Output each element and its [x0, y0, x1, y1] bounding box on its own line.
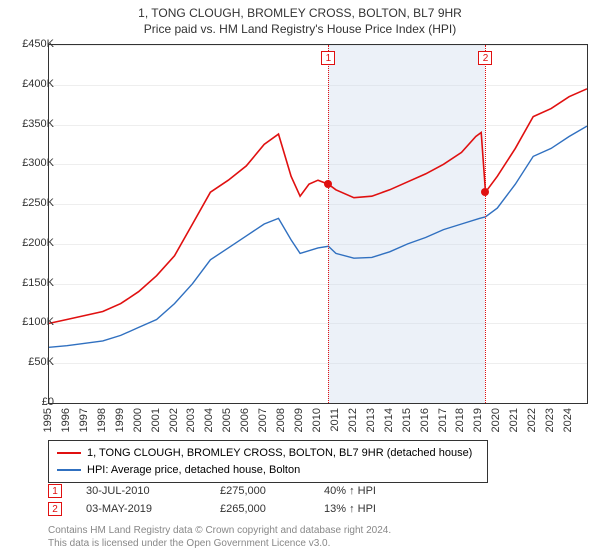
x-axis-label: 1998 — [96, 408, 108, 432]
sale-delta: 13% ↑ HPI — [324, 503, 414, 515]
x-axis-label: 2011 — [329, 408, 341, 432]
sale-dot — [481, 188, 489, 196]
x-axis-label: 2002 — [168, 408, 180, 432]
legend-label: HPI: Average price, detached house, Bolt… — [87, 462, 300, 479]
x-axis-label: 2014 — [383, 408, 395, 432]
attribution-line: This data is licensed under the Open Gov… — [48, 537, 391, 550]
chart-title: 1, TONG CLOUGH, BROMLEY CROSS, BOLTON, B… — [0, 0, 600, 22]
legend-swatch — [57, 469, 81, 471]
x-axis-label: 2001 — [150, 408, 162, 432]
x-axis-label: 1996 — [60, 408, 72, 432]
x-axis-label: 2022 — [526, 408, 538, 432]
chart-lines — [49, 45, 587, 403]
x-axis-label: 2008 — [275, 408, 287, 432]
sale-row: 2 03-MAY-2019 £265,000 13% ↑ HPI — [48, 500, 414, 518]
y-axis-label: £250K — [6, 197, 54, 209]
x-axis-label: 2006 — [239, 408, 251, 432]
x-axis-label: 2007 — [257, 408, 269, 432]
legend-row: HPI: Average price, detached house, Bolt… — [57, 462, 479, 479]
chart-plot-area: 12 — [48, 44, 588, 404]
series-line — [49, 126, 587, 347]
legend-row: 1, TONG CLOUGH, BROMLEY CROSS, BOLTON, B… — [57, 445, 479, 462]
sale-price: £265,000 — [220, 503, 300, 515]
sale-marker-box: 2 — [478, 51, 492, 65]
chart-subtitle: Price paid vs. HM Land Registry's House … — [0, 22, 600, 38]
x-axis-label: 2012 — [347, 408, 359, 432]
sale-price: £275,000 — [220, 485, 300, 497]
x-axis-label: 2015 — [401, 408, 413, 432]
x-axis-label: 1995 — [42, 408, 54, 432]
x-axis-label: 2004 — [203, 408, 215, 432]
sale-marker-box: 1 — [321, 51, 335, 65]
y-axis-label: £200K — [6, 237, 54, 249]
sale-vline — [328, 45, 329, 403]
y-axis-label: £0 — [6, 396, 54, 408]
y-axis-label: £150K — [6, 277, 54, 289]
x-axis-label: 2016 — [419, 408, 431, 432]
chart-container: 1, TONG CLOUGH, BROMLEY CROSS, BOLTON, B… — [0, 0, 600, 560]
series-line — [49, 89, 587, 324]
y-axis-label: £300K — [6, 157, 54, 169]
legend-swatch — [57, 452, 81, 454]
x-axis-label: 2024 — [562, 408, 574, 432]
sale-row: 1 30-JUL-2010 £275,000 40% ↑ HPI — [48, 482, 414, 500]
sales-table: 1 30-JUL-2010 £275,000 40% ↑ HPI 2 03-MAY-201… — [48, 482, 414, 518]
sale-vline — [485, 45, 486, 403]
x-axis-label: 1997 — [78, 408, 90, 432]
y-axis-label: £450K — [6, 38, 54, 50]
sale-date: 03-MAY-2019 — [86, 503, 196, 515]
x-axis-label: 1999 — [114, 408, 126, 432]
y-axis-label: £350K — [6, 118, 54, 130]
x-axis-label: 2003 — [185, 408, 197, 432]
x-axis-label: 2009 — [293, 408, 305, 432]
legend-label: 1, TONG CLOUGH, BROMLEY CROSS, BOLTON, B… — [87, 445, 472, 462]
x-axis-label: 2017 — [437, 408, 449, 432]
y-axis-label: £100K — [6, 316, 54, 328]
x-axis-label: 2018 — [454, 408, 466, 432]
x-axis-label: 2005 — [221, 408, 233, 432]
x-axis-label: 2021 — [508, 408, 520, 432]
sale-delta: 40% ↑ HPI — [324, 485, 414, 497]
x-axis-label: 2010 — [311, 408, 323, 432]
sale-dot — [324, 180, 332, 188]
y-axis-label: £400K — [6, 78, 54, 90]
y-axis-label: £50K — [6, 356, 54, 368]
sale-row-marker: 1 — [48, 484, 62, 498]
chart-legend: 1, TONG CLOUGH, BROMLEY CROSS, BOLTON, B… — [48, 440, 488, 483]
x-axis-label: 2020 — [490, 408, 502, 432]
sale-row-marker: 2 — [48, 502, 62, 516]
attribution-line: Contains HM Land Registry data © Crown c… — [48, 524, 391, 537]
sale-date: 30-JUL-2010 — [86, 485, 196, 497]
x-axis-label: 2013 — [365, 408, 377, 432]
x-axis-label: 2023 — [544, 408, 556, 432]
x-axis-label: 2000 — [132, 408, 144, 432]
attribution-text: Contains HM Land Registry data © Crown c… — [48, 524, 391, 550]
x-axis-label: 2019 — [472, 408, 484, 432]
